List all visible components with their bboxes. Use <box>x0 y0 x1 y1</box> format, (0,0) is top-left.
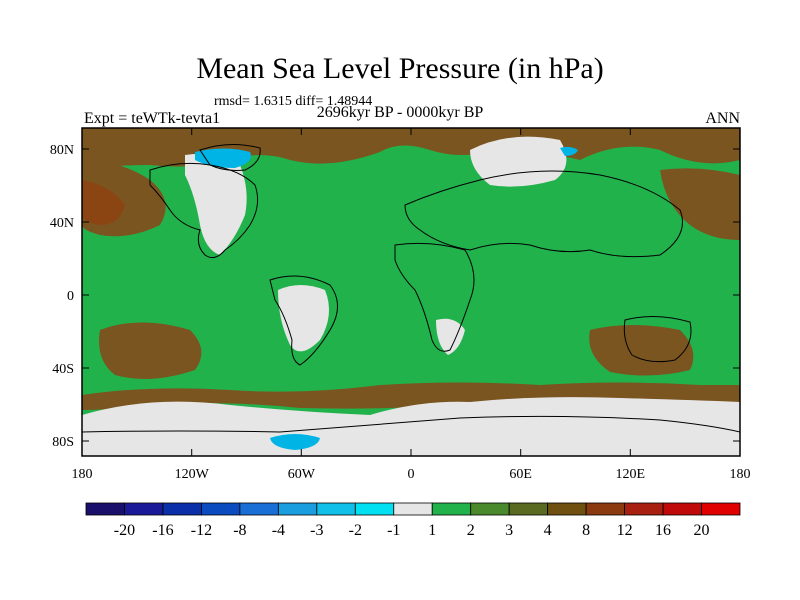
colorbar-swatch <box>354 502 395 516</box>
colorbar-label: -4 <box>272 522 285 539</box>
colorbar-label: -3 <box>310 522 323 539</box>
field-arctic-band <box>82 128 740 170</box>
lon-label-120w: 120W <box>175 467 210 482</box>
lon-label-180w: 180 <box>72 467 93 482</box>
lat-label-80s: 80S <box>52 435 74 450</box>
colorbar-swatch <box>162 502 202 516</box>
lat-label-40s: 40S <box>52 362 74 377</box>
field-antarctic-low <box>270 434 320 450</box>
colorbar-label: 12 <box>617 522 633 539</box>
colorbar-swatch <box>316 502 356 516</box>
colorbar-swatch <box>547 502 587 516</box>
colorbar-label: -2 <box>349 522 362 539</box>
field-south-pacific-high <box>99 322 202 379</box>
lon-label-60w: 60W <box>288 467 316 482</box>
coast-eurasia <box>404 170 683 258</box>
colorbar-swatch <box>701 502 741 516</box>
colorbar-label: -20 <box>114 522 135 539</box>
map-title: Mean Sea Level Pressure (in hPa) <box>196 52 604 85</box>
rmsd-diff-stats: rmsd= 1.6315 diff= 1.48944 <box>214 94 373 109</box>
colorbar-swatch <box>277 502 318 516</box>
coast-africa <box>394 242 475 352</box>
colorbar-label: -16 <box>152 522 173 539</box>
colorbar-swatch <box>393 502 433 516</box>
coast-north-america <box>149 162 259 259</box>
colorbar-swatch <box>662 502 702 516</box>
coastlines <box>82 144 740 433</box>
lat-label-equator: 0 <box>67 289 74 304</box>
field-arctic-neutral <box>470 136 567 187</box>
pressure-field <box>82 128 740 456</box>
lat-label-80n: 80N <box>50 143 74 158</box>
colorbar-label: -12 <box>191 522 212 539</box>
field-southern-ocean-band <box>82 382 740 410</box>
colorbar-label: 8 <box>582 522 590 539</box>
coast-australia <box>623 315 692 363</box>
colorbar-swatch <box>624 502 664 516</box>
field-north-america-neutral <box>185 153 247 255</box>
colorbar-swatch <box>85 502 125 516</box>
colorbar-swatch <box>470 502 510 516</box>
experiment-label: Expt = teWTk-tevta1 <box>84 110 221 127</box>
field-pacific-core <box>82 180 125 225</box>
colorbar: -20 -16 -12 -8 -4 -3 -2 -1 1 2 3 4 8 12 16 20 <box>85 502 741 539</box>
time-period: 2696kyr BP - 0000kyr BP <box>316 104 484 121</box>
colorbar-swatch <box>239 502 279 516</box>
colorbar-label: 20 <box>694 522 710 539</box>
coast-antarctica <box>82 415 740 433</box>
field-siberia-low <box>560 146 578 156</box>
colorbar-label: 16 <box>655 522 671 539</box>
coast-greenland <box>199 144 261 171</box>
colorbar-swatch <box>124 502 164 516</box>
lat-label-40n: 40N <box>50 216 74 231</box>
colorbar-label: 4 <box>544 522 552 539</box>
lon-axis: 180 120W 60W 0 60E 120E 180 <box>72 128 751 482</box>
colorbar-label: -8 <box>233 522 246 539</box>
field-antarctic-neutral <box>82 397 740 456</box>
colorbar-label: 3 <box>505 522 513 539</box>
colorbar-label: 2 <box>467 522 475 539</box>
field-east-pacific-high <box>660 168 740 240</box>
colorbar-label: -1 <box>387 522 400 539</box>
colorbar-swatch <box>431 502 472 516</box>
colorbar-swatch <box>508 502 549 516</box>
lon-label-0: 0 <box>408 467 415 482</box>
season-label: ANN <box>705 110 740 127</box>
lon-label-180e: 180 <box>730 467 751 482</box>
coast-south-america <box>269 275 338 366</box>
colorbar-swatch <box>201 502 241 516</box>
colorbar-swatch <box>585 502 625 516</box>
colorbar-label: 1 <box>428 522 436 539</box>
field-africa-neutral <box>436 318 465 355</box>
lat-axis: 80N 40N 0 40S 80S <box>50 143 740 450</box>
lon-label-120e: 120E <box>616 467 646 482</box>
field-south-indian-high <box>589 325 694 376</box>
lon-label-60e: 60E <box>509 467 532 482</box>
